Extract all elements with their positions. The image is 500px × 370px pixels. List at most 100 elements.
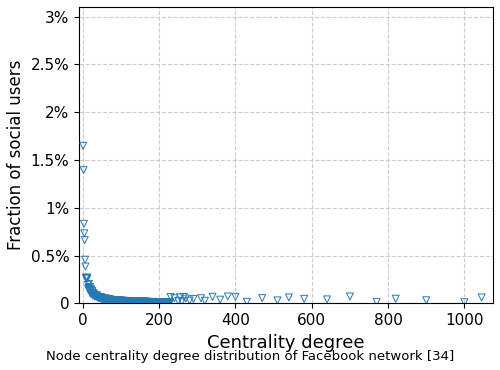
Point [102, 296, 110, 302]
Point [166, 300, 174, 306]
Point [94, 295, 102, 301]
Point [144, 299, 152, 305]
Point [140, 299, 148, 305]
Point [90, 290, 98, 296]
Point [88, 288, 96, 294]
Point [323, 296, 331, 302]
Point [116, 297, 124, 303]
Point [82, 275, 90, 280]
Point [162, 299, 170, 305]
Point [90, 291, 98, 297]
Point [115, 298, 123, 304]
Point [134, 299, 142, 305]
Point [197, 295, 205, 301]
Point [117, 298, 125, 304]
Point [110, 298, 118, 304]
Point [98, 296, 106, 302]
Point [80, 221, 88, 227]
Point [224, 293, 232, 299]
Point [118, 298, 126, 304]
Point [85, 281, 93, 287]
Point [86, 286, 94, 292]
Point [160, 299, 168, 305]
Point [164, 299, 172, 305]
Point [166, 299, 173, 305]
Point [140, 299, 147, 305]
Point [92, 292, 100, 298]
Point [80, 230, 88, 236]
Point [104, 296, 112, 302]
Point [108, 298, 116, 304]
Point [144, 299, 152, 305]
Point [102, 296, 110, 302]
Y-axis label: Fraction of social users: Fraction of social users [7, 60, 25, 250]
Point [148, 299, 156, 305]
X-axis label: Centrality degree: Centrality degree [208, 334, 365, 352]
Point [126, 299, 134, 305]
Point [114, 297, 122, 303]
Point [101, 296, 109, 302]
Point [114, 297, 122, 303]
Point [154, 299, 162, 305]
Point [122, 298, 130, 304]
Point [274, 297, 281, 303]
Point [155, 299, 163, 305]
Point [136, 299, 144, 305]
Point [104, 296, 112, 302]
Point [110, 297, 118, 303]
Point [128, 298, 136, 304]
Point [124, 299, 132, 305]
Point [88, 290, 96, 296]
Point [164, 300, 172, 306]
Point [143, 299, 151, 305]
Point [122, 298, 130, 304]
Point [120, 298, 128, 304]
Point [82, 275, 90, 281]
Point [108, 297, 116, 303]
Point [90, 292, 98, 298]
Point [87, 286, 95, 292]
Point [208, 294, 216, 300]
Point [112, 297, 120, 303]
Point [156, 300, 164, 306]
Point [142, 299, 150, 305]
Point [140, 299, 148, 305]
Point [128, 299, 136, 305]
Point [93, 293, 101, 299]
Point [100, 296, 108, 302]
Point [156, 299, 164, 305]
Point [94, 295, 102, 300]
Point [92, 294, 100, 300]
Point [154, 299, 162, 305]
Point [132, 299, 140, 305]
Point [127, 299, 135, 305]
Point [86, 284, 94, 290]
Point [100, 296, 108, 302]
Point [84, 282, 92, 287]
Point [94, 295, 102, 300]
Point [166, 299, 174, 305]
Point [139, 299, 147, 305]
Point [164, 300, 172, 306]
Point [98, 296, 106, 302]
Point [150, 299, 158, 305]
Point [91, 293, 99, 299]
Point [137, 299, 145, 305]
Point [97, 294, 105, 300]
Point [100, 297, 108, 303]
Point [182, 296, 190, 302]
Point [124, 299, 132, 305]
Point [109, 297, 117, 303]
Point [136, 299, 143, 305]
Point [125, 299, 133, 305]
Point [103, 297, 111, 303]
Point [232, 294, 239, 300]
Point [113, 297, 121, 303]
Point [94, 294, 102, 300]
Point [130, 298, 138, 304]
Point [372, 299, 380, 305]
Point [142, 299, 150, 305]
Point [152, 299, 160, 305]
Point [145, 299, 153, 305]
Point [121, 298, 129, 304]
